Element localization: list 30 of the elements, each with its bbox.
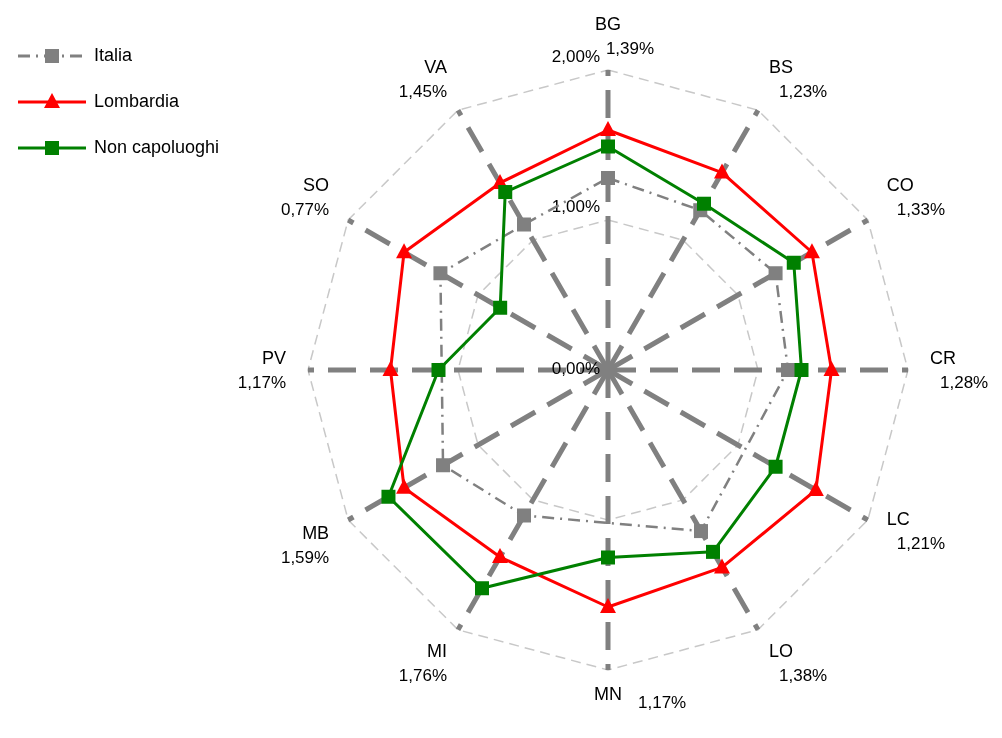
text: 1,59% [280, 548, 330, 567]
text: 1,38% [779, 665, 828, 685]
legend-label: Non capoluoghi [94, 136, 220, 157]
y-tick-label: 1,00% [551, 197, 600, 217]
spoke-label: CO [886, 175, 914, 195]
text: 1,45% [398, 82, 447, 102]
spoke-label: CR [930, 348, 956, 368]
spoke-label: MB [302, 523, 330, 543]
text: 1,28% [940, 373, 989, 392]
spoke-label: MI [427, 640, 447, 661]
spoke-label: VA [424, 57, 447, 78]
text: 1,23% [779, 82, 828, 102]
y-tick-label: 2,00% [551, 47, 600, 67]
legend-label: Italia [94, 44, 134, 65]
text: 1,39% [605, 39, 655, 58]
spoke-label: BS [769, 57, 794, 78]
spoke-label: MN [594, 684, 622, 704]
spoke-label: LO [769, 640, 794, 661]
text: 1,21% [896, 534, 946, 553]
text: 1,76% [398, 665, 447, 685]
text: 1,33% [896, 200, 946, 219]
spoke-label: LC [886, 509, 910, 529]
text: 0,77% [280, 200, 330, 219]
spoke-label: PV [261, 348, 286, 368]
text: 1,17% [237, 373, 286, 392]
y-tick-label: 0,00% [551, 359, 600, 379]
spoke-label: BG [594, 14, 622, 34]
legend-label: Lombardia [94, 90, 181, 111]
spoke-label: SO [303, 175, 330, 195]
text: 1,17% [638, 693, 687, 712]
